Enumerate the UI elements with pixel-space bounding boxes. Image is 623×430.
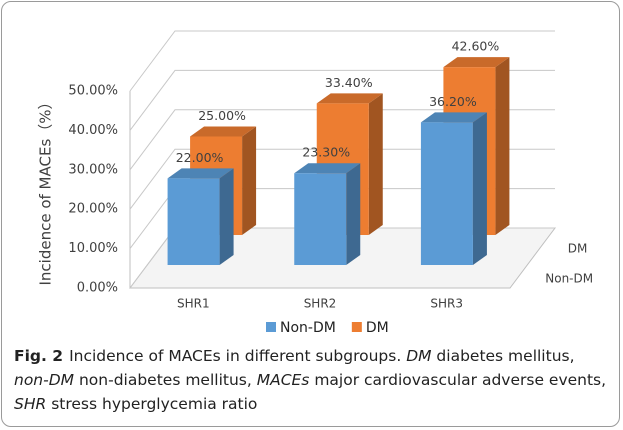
grid-line — [129, 69, 555, 131]
caption-label: Fig. 2 — [14, 347, 64, 365]
value-label: 42.60% — [452, 39, 500, 54]
caption-part: diabetes mellitus, — [431, 347, 575, 365]
bar-side — [346, 163, 361, 265]
x-tick-label: SHR1 — [177, 297, 210, 311]
y-tick-label: 30.00% — [68, 162, 118, 177]
x-tick-label: SHR2 — [304, 297, 337, 311]
grid-line — [129, 109, 555, 171]
bar — [420, 112, 487, 265]
bar-side — [495, 57, 510, 235]
y-axis-title: Incidence of MACEs（%） — [37, 94, 55, 285]
caption-part: DM — [406, 347, 432, 365]
value-label: 36.20% — [429, 94, 477, 109]
y-tick-label: 40.00% — [68, 123, 118, 138]
caption-part: stress hyperglycemia ratio — [46, 395, 258, 413]
y-tick-label: 10.00% — [68, 241, 118, 256]
bar-top — [190, 126, 257, 137]
y-tick-label: 20.00% — [68, 202, 118, 217]
value-label: 23.30% — [302, 145, 350, 160]
bar-front — [420, 122, 473, 265]
y-tick-label: 0.00% — [77, 281, 118, 296]
chart: Incidence of MACEs（%） 0.00% 10.00% 20.00% 3… — [37, 30, 593, 336]
depth-label: DM — [568, 242, 588, 256]
caption-part: non-diabetes mellitus, — [74, 371, 257, 389]
caption-part: SHR — [14, 395, 47, 413]
value-label: 25.00% — [198, 108, 246, 123]
x-tick-label: SHR3 — [430, 297, 463, 311]
caption-part: major cardiovascular adverse events, — [309, 371, 607, 389]
caption-part: non-DM — [14, 371, 75, 389]
bar-top — [167, 168, 234, 179]
legend-label: Non-DM — [280, 320, 336, 336]
bar-side — [242, 126, 257, 235]
caption: Fig. 2 Incidence of MACEs in different su… — [14, 344, 610, 416]
grid-line — [129, 30, 555, 92]
legend-swatch — [351, 322, 362, 332]
legend-label: DM — [366, 320, 389, 336]
y-tick-label: 50.00% — [68, 84, 118, 99]
bar-top — [316, 93, 383, 104]
bar-top — [443, 57, 510, 68]
bar — [294, 163, 361, 265]
bar-top — [420, 112, 487, 123]
legend-swatch — [266, 322, 276, 332]
bar-side — [472, 112, 487, 265]
bar-side — [368, 93, 383, 236]
bar — [167, 168, 234, 265]
bar-front — [167, 178, 220, 265]
bar-side — [219, 168, 234, 265]
value-label: 22.00% — [176, 150, 224, 165]
bar-top — [294, 163, 361, 174]
value-label: 33.40% — [325, 75, 373, 90]
depth-label: Non-DM — [545, 272, 593, 286]
caption-part: Incidence of MACEs in different subgroup… — [69, 347, 407, 365]
caption-part: MACEs — [256, 371, 310, 389]
bar-front — [294, 173, 347, 265]
